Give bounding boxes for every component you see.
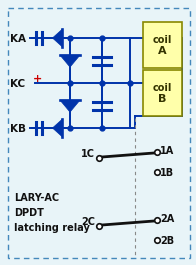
Polygon shape [60, 55, 80, 67]
Text: DPDT: DPDT [14, 208, 44, 218]
Text: coil: coil [153, 83, 172, 93]
Text: coil: coil [153, 35, 172, 45]
FancyBboxPatch shape [143, 70, 182, 116]
Text: 2B: 2B [160, 236, 174, 246]
FancyBboxPatch shape [143, 22, 182, 68]
Text: B: B [158, 94, 167, 104]
Text: LARY-AC: LARY-AC [14, 193, 59, 203]
Text: KC: KC [10, 79, 25, 89]
Polygon shape [60, 100, 80, 112]
Polygon shape [53, 29, 63, 47]
Text: +: + [33, 74, 42, 84]
Text: 2C: 2C [81, 217, 95, 227]
Polygon shape [53, 119, 63, 137]
Text: 1C: 1C [81, 149, 95, 159]
Text: latching relay: latching relay [14, 223, 90, 233]
Text: A: A [158, 46, 167, 56]
Text: 1B: 1B [160, 168, 174, 178]
Text: 1A: 1A [160, 146, 174, 156]
Text: KA: KA [10, 34, 26, 44]
Text: 2A: 2A [160, 214, 174, 224]
Text: KB: KB [10, 124, 26, 134]
